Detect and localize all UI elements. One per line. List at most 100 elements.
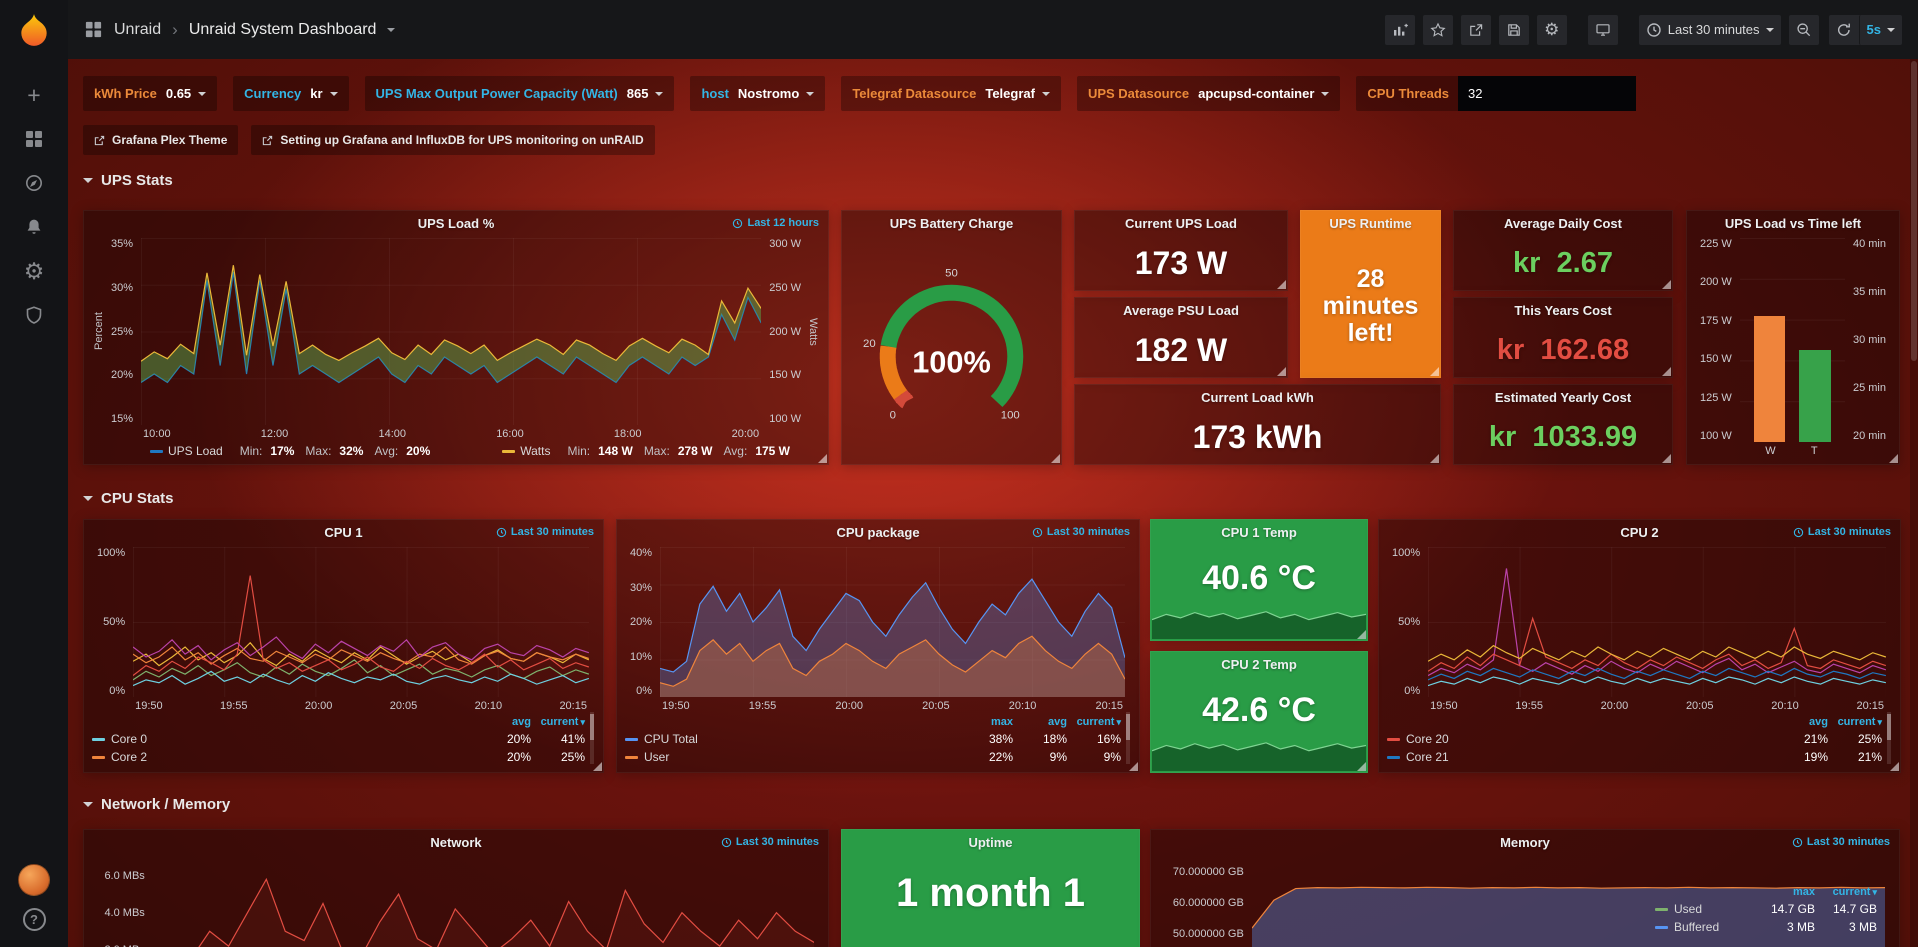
legend-column-header[interactable]: avg bbox=[1048, 715, 1067, 728]
chart-plot-area[interactable] bbox=[660, 547, 1125, 697]
legend-series-name[interactable]: Core 0 bbox=[92, 732, 477, 746]
panel-title[interactable]: UPS Load % bbox=[417, 216, 495, 231]
dashboard-link[interactable]: Grafana Plex Theme bbox=[83, 125, 239, 155]
refresh-interval-picker[interactable]: 5s bbox=[1858, 14, 1902, 45]
variable-value[interactable]: 0.65 bbox=[166, 86, 207, 101]
settings-gear-button[interactable]: ⚙ bbox=[1536, 14, 1567, 45]
legend-column-header[interactable]: avg bbox=[1809, 715, 1828, 728]
legend-scrollbar[interactable] bbox=[590, 712, 594, 764]
panel-title[interactable]: Current Load kWh bbox=[1201, 390, 1314, 405]
section-cpu-stats[interactable]: CPU Stats bbox=[83, 487, 174, 509]
panel-time-override[interactable]: Last 30 minutes bbox=[1032, 526, 1130, 538]
save-button[interactable] bbox=[1498, 14, 1529, 45]
panel-title[interactable]: CPU 1 bbox=[324, 525, 363, 540]
alerting-bell-icon[interactable] bbox=[10, 205, 58, 249]
panel-title[interactable]: Current UPS Load bbox=[1125, 216, 1237, 231]
legend-series-name[interactable]: Core 2 bbox=[92, 750, 477, 764]
variable-value[interactable]: 865 bbox=[627, 86, 664, 101]
variable-value[interactable]: apcupsd-container bbox=[1198, 86, 1330, 101]
legend-value: 21% bbox=[1803, 732, 1828, 746]
legend-series-name[interactable]: Core 21 bbox=[1387, 750, 1774, 764]
legend-column-header[interactable]: max bbox=[1792, 885, 1815, 898]
dashboard-scrollbar[interactable] bbox=[1910, 59, 1918, 947]
chart-plot-area[interactable] bbox=[1251, 857, 1885, 947]
legend-column-header[interactable]: current bbox=[1828, 716, 1882, 728]
axis-tick-label: 19:55 bbox=[220, 700, 248, 712]
chevron-down-icon[interactable] bbox=[387, 27, 396, 36]
variable-value[interactable]: kr bbox=[310, 86, 338, 101]
legend-column-header[interactable]: current bbox=[1067, 716, 1121, 728]
panel-title[interactable]: Average PSU Load bbox=[1123, 303, 1239, 318]
explore-icon[interactable] bbox=[10, 161, 58, 205]
panel-ups-load-vs-time-left: UPS Load vs Time left 225 W 200 W 175 W 150… bbox=[1686, 210, 1900, 465]
dashboard-link[interactable]: Setting up Grafana and InfluxDB for UPS … bbox=[251, 125, 655, 155]
bar-W[interactable] bbox=[1753, 316, 1786, 442]
variable-input[interactable] bbox=[1458, 76, 1637, 111]
panel-title[interactable]: CPU 2 bbox=[1620, 525, 1659, 540]
kiosk-mode-button[interactable] bbox=[1587, 14, 1618, 45]
dashboard-grid-icon[interactable] bbox=[84, 20, 103, 39]
legend-series-name[interactable]: Buffered bbox=[1655, 920, 1753, 934]
variable-value[interactable]: Nostromo bbox=[738, 86, 815, 101]
panel-title[interactable]: This Years Cost bbox=[1514, 303, 1612, 318]
legend-series-name[interactable]: Used bbox=[1655, 902, 1753, 916]
variable-value[interactable]: Telegraf bbox=[985, 86, 1050, 101]
panel-time-override[interactable]: Last 12 hours bbox=[732, 217, 819, 229]
legend-column-header[interactable]: avg bbox=[512, 715, 531, 728]
breadcrumb-current[interactable]: Unraid System Dashboard bbox=[188, 20, 377, 38]
section-ups-stats[interactable]: UPS Stats bbox=[83, 169, 173, 191]
panel-title[interactable]: CPU package bbox=[836, 525, 920, 540]
legend-column-header[interactable]: current bbox=[1815, 886, 1877, 898]
panel-title[interactable]: Network bbox=[430, 835, 482, 850]
refresh-button[interactable] bbox=[1829, 15, 1859, 45]
chart-plot-area[interactable] bbox=[1428, 547, 1886, 697]
legend-item[interactable]: UPS Load Min: 17% Max: 32% Avg: 20% bbox=[150, 444, 430, 458]
legend-item[interactable]: Watts Min: 148 W Max: 278 W Avg: 175 W bbox=[502, 444, 790, 458]
panel-title[interactable]: Uptime bbox=[968, 835, 1013, 850]
server-admin-shield-icon[interactable] bbox=[10, 293, 58, 337]
stat-value: 42.6 °C bbox=[1202, 691, 1316, 729]
panel-title[interactable]: Average Daily Cost bbox=[1503, 216, 1622, 231]
bar-T[interactable] bbox=[1799, 350, 1831, 442]
panel-title[interactable]: UPS Runtime bbox=[1329, 216, 1412, 231]
legend-swatch bbox=[1655, 925, 1668, 929]
legend-column-header[interactable]: max bbox=[990, 715, 1013, 728]
panel-title[interactable]: CPU 2 Temp bbox=[1221, 657, 1297, 672]
user-avatar[interactable] bbox=[18, 864, 50, 896]
panel-time-override[interactable]: Last 30 minutes bbox=[721, 836, 819, 848]
chart-plot-area[interactable] bbox=[153, 857, 814, 947]
stat-value: 182 W bbox=[1134, 331, 1228, 368]
zoom-out-button[interactable] bbox=[1788, 14, 1819, 45]
panel-title[interactable]: CPU 1 Temp bbox=[1221, 525, 1297, 540]
add-panel-button[interactable] bbox=[1384, 14, 1415, 45]
panel-time-override[interactable]: Last 30 minutes bbox=[1793, 526, 1891, 538]
panel-title[interactable]: UPS Battery Charge bbox=[889, 216, 1014, 231]
share-button[interactable] bbox=[1460, 14, 1491, 45]
dashboards-icon[interactable] bbox=[10, 117, 58, 161]
panel-time-override[interactable]: Last 30 minutes bbox=[496, 526, 594, 538]
legend-scrollbar[interactable] bbox=[1126, 712, 1130, 764]
legend-series-name[interactable]: CPU Total bbox=[625, 732, 959, 746]
legend-series-name[interactable]: Core 20 bbox=[1387, 732, 1774, 746]
chart-plot-area[interactable] bbox=[133, 547, 589, 697]
grafana-logo[interactable] bbox=[15, 11, 53, 49]
axis-tick-label: 100% bbox=[97, 547, 126, 559]
star-button[interactable] bbox=[1422, 14, 1453, 45]
legend-series-name[interactable]: User bbox=[625, 750, 959, 764]
time-range-picker[interactable]: Last 30 minutes bbox=[1638, 14, 1781, 45]
svg-text:0: 0 bbox=[890, 409, 896, 421]
panel-title[interactable]: Memory bbox=[1500, 835, 1550, 850]
panel-time-override[interactable]: Last 30 minutes bbox=[1792, 836, 1890, 848]
panel-title[interactable]: Estimated Yearly Cost bbox=[1494, 390, 1632, 405]
panel-title[interactable]: UPS Load vs Time left bbox=[1724, 216, 1862, 231]
configuration-gear-icon[interactable]: ⚙ bbox=[23, 257, 45, 284]
breadcrumb-root[interactable]: Unraid bbox=[114, 20, 162, 38]
scrollbar-thumb[interactable] bbox=[1911, 61, 1917, 361]
legend-scrollbar[interactable] bbox=[1887, 712, 1891, 764]
chart-plot-area[interactable] bbox=[1739, 238, 1845, 442]
section-network-memory[interactable]: Network / Memory bbox=[83, 793, 230, 815]
create-icon[interactable]: + bbox=[27, 81, 41, 108]
help-icon[interactable]: ? bbox=[22, 908, 46, 931]
chart-plot-area[interactable] bbox=[141, 238, 762, 425]
legend-column-header[interactable]: current bbox=[531, 716, 585, 728]
